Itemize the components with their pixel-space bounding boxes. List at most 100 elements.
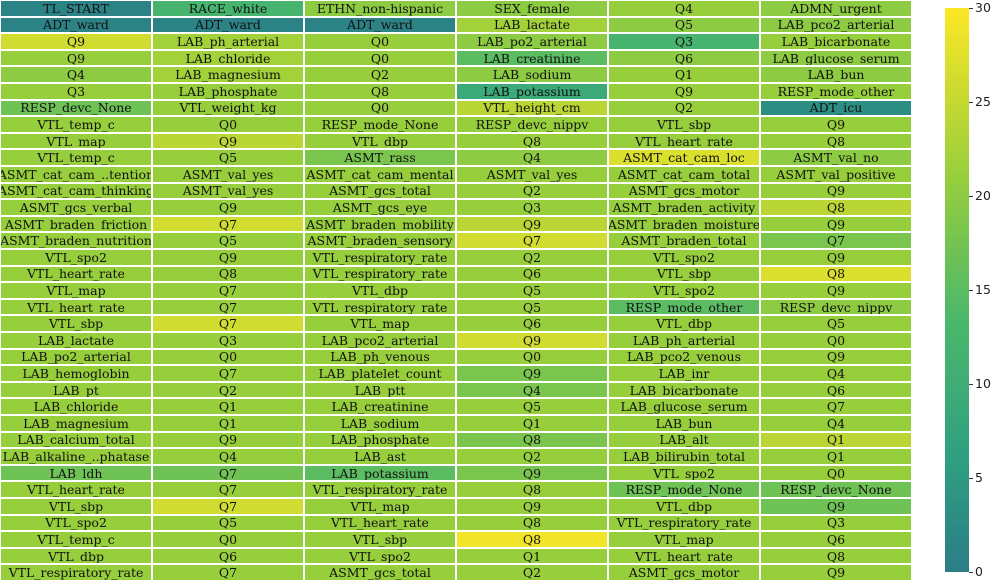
colorbar-tick [969,478,973,479]
heatmap-cell: Q9 [760,564,912,581]
heatmap-cell: VTL_temp_c [0,116,152,133]
heatmap-cell: Q9 [456,498,608,515]
heatmap-cell: Q8 [456,531,608,548]
colorbar-tick [969,196,973,197]
heatmap-cell: LAB_bicarbonate [760,33,912,50]
heatmap-cell: Q2 [456,249,608,266]
heatmap-cell: ASMT_cat_cam_mental [304,166,456,183]
heatmap-cell: LAB_sodium [456,66,608,83]
heatmap-cell: VTL_heart_rate [608,547,760,565]
heatmap-cell: VTL_map [304,315,456,332]
heatmap-cell: Q7 [152,298,304,316]
heatmap-cell: LAB_po2_arterial [0,348,152,366]
heatmap-cell: VTL_sbp [304,531,456,548]
heatmap-cell: VTL_heart_rate [0,481,152,498]
heatmap-cell: Q6 [608,49,760,67]
heatmap-cell: Q2 [304,66,456,83]
heatmap-cell: Q8 [760,199,912,216]
heatmap-cell: Q7 [152,498,304,515]
heatmap-cell: LAB_ph_arterial [608,332,760,349]
heatmap-cell: Q0 [152,531,304,548]
heatmap-cell: Q0 [760,464,912,482]
heatmap-cell: VTL_height_cm [456,99,608,117]
heatmap-cell: Q0 [304,49,456,67]
heatmap-cell: VTL_temp_c [0,149,152,166]
heatmap-cell: Q8 [456,132,608,150]
heatmap-cell: ASMT_val_no [760,149,912,166]
heatmap-cell: Q7 [152,365,304,382]
heatmap-cell: Q4 [152,448,304,465]
heatmap-cell: ASMT_gcs_motor [608,182,760,200]
heatmap-cell: LAB_calcium_total [0,431,152,449]
heatmap-cell: Q2 [456,448,608,465]
heatmap-cell: LAB_ph_arterial [152,33,304,50]
heatmap-cell: Q9 [608,83,760,100]
heatmap-cell: LAB_platelet_count [304,365,456,382]
heatmap-cell: Q4 [456,149,608,166]
heatmap-cell: Q0 [304,99,456,117]
heatmap-cell: Q8 [760,547,912,565]
heatmap-cell: LAB_potassium [456,83,608,100]
heatmap-cell: VTL_respiratory_rate [304,481,456,498]
heatmap-grid: TL_START RACE_white ETHN_non-hispanic SEX_f… [0,0,912,581]
heatmap-cell: Q9 [760,498,912,515]
heatmap-cell: TL_START [0,0,152,17]
heatmap-cell: ASMT_cat_cam_loc [608,149,760,166]
heatmap-cell: Q1 [456,547,608,565]
heatmap-cell: VTL_dbp [608,315,760,332]
heatmap-cell: RESP_mode_other [760,83,912,100]
heatmap-cell: RESP_mode_None [608,481,760,498]
heatmap-cell: Q3 [0,83,152,100]
heatmap-cell: RESP_mode_other [608,298,760,316]
heatmap-cell: LAB_pco2_arterial [760,16,912,34]
colorbar-tick-label: 30 [975,0,991,15]
heatmap-cell: VTL_dbp [608,498,760,515]
heatmap-cell: LAB_ast [304,448,456,465]
heatmap-cell: ASMT_braden_nutrition [0,232,152,249]
heatmap-cell: LAB_po2_arterial [456,33,608,50]
heatmap-cell: LAB_potassium [304,464,456,482]
heatmap-cell: ASMT_val_yes [152,166,304,183]
heatmap-cell: Q7 [152,215,304,233]
heatmap-cell: LAB_magnesium [152,66,304,83]
colorbar-tick [969,102,973,103]
colorbar-tick-label: 0 [975,564,983,579]
heatmap-cell: Q9 [760,182,912,200]
heatmap-cell: LAB_creatinine [304,398,456,415]
heatmap-cell: ASMT_cat_cam_..tention [0,166,152,183]
heatmap-cell: ASMT_gcs_total [304,564,456,581]
heatmap-cell: LAB_pt [0,381,152,399]
heatmap-cell: Q6 [456,265,608,283]
heatmap-cell: Q8 [456,431,608,449]
heatmap-cell: Q7 [456,232,608,249]
heatmap-cell: Q3 [456,199,608,216]
heatmap-cell: Q9 [760,215,912,233]
heatmap-cell: Q0 [456,348,608,366]
heatmap-cell: LAB_phosphate [304,431,456,449]
heatmap-cell: Q7 [152,282,304,299]
heatmap-cell: LAB_phosphate [152,83,304,100]
heatmap-cell: Q4 [456,381,608,399]
heatmap-cell: VTL_sbp [608,265,760,283]
heatmap-cell: Q6 [760,531,912,548]
heatmap-cell: Q7 [152,464,304,482]
heatmap-cell: Q8 [304,83,456,100]
heatmap-cell: Q5 [456,282,608,299]
heatmap-cell: LAB_lactate [0,332,152,349]
heatmap-cell: VTL_weight_kg [152,99,304,117]
heatmap-cell: ASMT_val_yes [456,166,608,183]
heatmap-cell: LAB_creatinine [456,49,608,67]
heatmap-cell: Q9 [760,116,912,133]
heatmap-cell: RACE_white [152,0,304,17]
heatmap-cell: VTL_spo2 [0,249,152,266]
heatmap-cell: RESP_mode_None [304,116,456,133]
heatmap-cell: ASMT_gcs_motor [608,564,760,581]
heatmap-cell: Q5 [608,16,760,34]
heatmap-cell: Q4 [760,415,912,432]
heatmap-cell: RESP_devc_nippv [456,116,608,133]
heatmap-cell: ASMT_gcs_verbal [0,199,152,216]
heatmap-cell: RESP_devc_None [760,481,912,498]
heatmap-cell: LAB_chloride [152,49,304,67]
heatmap-cell: RESP_devc_nippv [760,298,912,316]
heatmap-cell: VTL_spo2 [608,249,760,266]
